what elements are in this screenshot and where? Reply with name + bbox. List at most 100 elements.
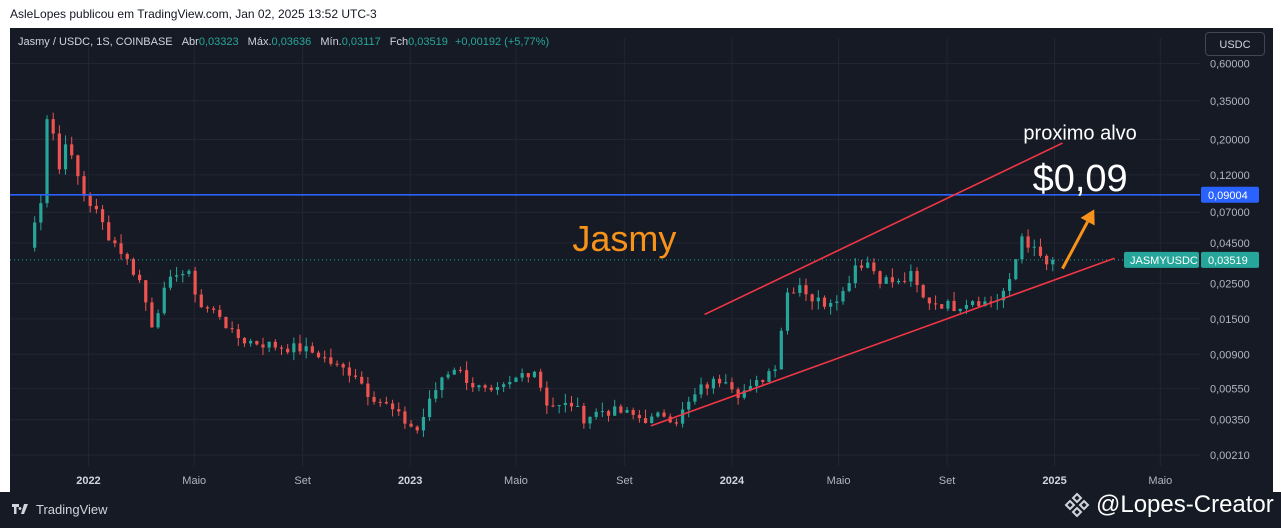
candle-body xyxy=(199,294,203,308)
target-arrow-head xyxy=(1080,209,1095,226)
publisher-bar: AsleLopes publicou em TradingView.com, J… xyxy=(0,0,1281,28)
candle-body xyxy=(45,119,49,204)
candle-body xyxy=(1032,246,1036,248)
candle-body xyxy=(606,411,611,416)
candle-body xyxy=(551,405,555,407)
x-tick-label: Set xyxy=(939,475,956,487)
candle-body xyxy=(699,384,703,395)
currency-button[interactable]: USDC xyxy=(1205,32,1265,56)
candle-body xyxy=(218,309,222,317)
x-tick-label: 2023 xyxy=(398,475,422,487)
candle-body xyxy=(680,409,685,424)
legend-high-value: 0,03636 xyxy=(271,36,312,48)
creator-watermark: @Lopes-Creator xyxy=(1064,491,1274,519)
y-tick-label: 0,07000 xyxy=(1210,207,1250,219)
candle-body xyxy=(662,412,666,417)
candle-body xyxy=(94,205,98,210)
candle-body xyxy=(1001,290,1006,301)
diamond-logo-icon xyxy=(1064,492,1090,518)
candle-body xyxy=(717,378,722,384)
y-tick-label: 0,04500 xyxy=(1210,238,1250,250)
candle-body xyxy=(495,386,500,390)
candle-body xyxy=(1014,259,1018,280)
candle-body xyxy=(933,303,938,305)
y-tick-label: 0,20000 xyxy=(1210,135,1250,147)
symbol-tag-label: JASMYUSDC xyxy=(1130,255,1198,267)
candle-body xyxy=(292,343,296,353)
candle-body xyxy=(730,382,734,390)
candle-body xyxy=(545,387,549,406)
candle-body xyxy=(273,341,277,348)
candle-body xyxy=(304,346,308,352)
candle-body xyxy=(181,273,185,276)
candle-body xyxy=(76,155,80,177)
candle-body xyxy=(390,403,395,410)
y-tick-label: 0,60000 xyxy=(1210,58,1250,70)
candle-body xyxy=(569,402,574,407)
candle-body xyxy=(940,304,944,309)
candle-body xyxy=(51,119,55,134)
target-price-label: 0,09004 xyxy=(1208,190,1248,202)
legend-high-label: Máx. xyxy=(247,36,272,48)
target-caption: proximo alvo xyxy=(1023,123,1136,145)
candle-body xyxy=(792,292,796,294)
candle-body xyxy=(144,280,148,303)
candle-body xyxy=(242,337,247,344)
candle-body xyxy=(576,405,580,407)
candle-body xyxy=(70,144,74,156)
candle-body xyxy=(372,396,376,402)
candle-body xyxy=(353,375,358,377)
candle-body xyxy=(465,370,469,383)
legend-low-label: Mín. xyxy=(320,36,342,48)
candle-body xyxy=(397,409,401,412)
tradingview-logo[interactable]: TradingView xyxy=(12,502,108,517)
y-tick-label: 0,01500 xyxy=(1210,314,1250,326)
channel-lower-line xyxy=(650,257,1115,427)
candle-body xyxy=(964,304,969,309)
candle-body xyxy=(872,262,876,272)
candle-body xyxy=(335,363,339,365)
candle-body xyxy=(989,301,993,303)
x-tick-label: Set xyxy=(294,475,311,487)
x-tick-label: Maio xyxy=(827,475,851,487)
candle-body xyxy=(323,357,327,359)
candle-body xyxy=(896,280,901,283)
candle-body xyxy=(563,402,567,406)
candle-body xyxy=(557,405,561,407)
price-chart[interactable]: 0,60000 0,35000 0,20000 0,12000 0,07000 0,045… xyxy=(0,0,1281,492)
candle-body xyxy=(903,280,907,282)
candle-body xyxy=(761,380,765,382)
candle-body xyxy=(156,313,160,328)
candle-body xyxy=(508,382,512,385)
candle-body xyxy=(853,265,857,284)
candle-body xyxy=(526,373,530,378)
target-value: $0,09 xyxy=(1033,158,1128,200)
candle-body xyxy=(458,369,463,371)
publisher-line: AsleLopes publicou em TradingView.com, J… xyxy=(10,7,377,21)
candle-body xyxy=(366,383,370,397)
candle-body xyxy=(878,271,882,284)
candle-body xyxy=(767,371,771,382)
y-tick-label: 0,00210 xyxy=(1210,450,1250,462)
candle-body xyxy=(415,426,419,431)
candle-body xyxy=(779,330,783,370)
candle-body xyxy=(131,259,136,275)
legend-close-value: 0,03519 xyxy=(408,36,448,48)
candle-body xyxy=(440,377,444,391)
candle-body xyxy=(822,297,827,307)
candle-body xyxy=(637,414,641,419)
candle-body xyxy=(748,386,753,391)
candle-body xyxy=(255,340,259,345)
target-arrow-shaft xyxy=(1061,220,1089,270)
candle-body xyxy=(249,340,253,344)
candle-body xyxy=(687,401,691,410)
channel-upper-line xyxy=(704,142,1063,316)
candle-body xyxy=(434,390,438,399)
candle-body xyxy=(279,347,284,349)
x-tick-label: 2025 xyxy=(1042,475,1066,487)
candle-body xyxy=(613,406,617,416)
y-tick-label: 0,35000 xyxy=(1210,96,1250,108)
candle-body xyxy=(927,297,931,304)
candle-body xyxy=(946,300,950,309)
candle-body xyxy=(162,287,166,314)
